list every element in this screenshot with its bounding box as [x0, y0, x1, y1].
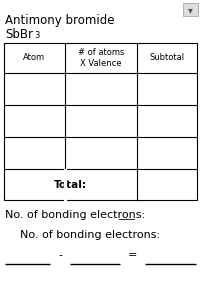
Text: # of atoms
X Valence: # of atoms X Valence	[77, 48, 124, 68]
Bar	[182, 3, 197, 16]
Bar	[4, 43, 196, 200]
Text: Subtotal: Subtotal	[149, 53, 184, 62]
Text: Antimony bromide: Antimony bromide	[5, 14, 114, 27]
Text: SbBr: SbBr	[5, 28, 33, 41]
Text: =: =	[127, 250, 137, 260]
Text: Total:: Total:	[54, 179, 87, 189]
Text: No. of bonding electrons:: No. of bonding electrons:	[20, 230, 159, 240]
Text: No. of bonding electrons:: No. of bonding electrons:	[5, 210, 148, 220]
Text: Atom: Atom	[23, 53, 45, 62]
Text: 3: 3	[34, 31, 39, 40]
Text: -: -	[58, 250, 62, 260]
Text: ___: ___	[117, 210, 134, 220]
Text: ▾: ▾	[187, 5, 192, 15]
